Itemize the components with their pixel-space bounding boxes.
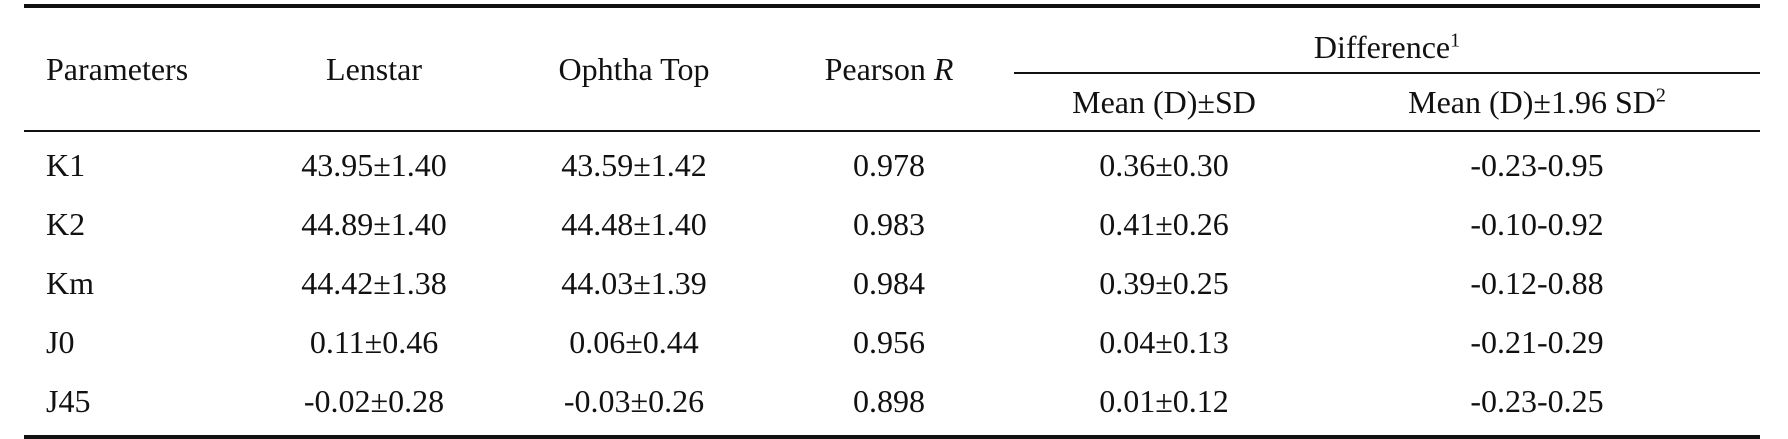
cell-parameter: J45 [24, 372, 244, 439]
cell-ophtha-top: 43.59±1.42 [561, 147, 707, 183]
header-row-top: Parameters Lenstar Ophtha Top Pearson R … [24, 4, 1760, 132]
header-mean-196-footnote: 2 [1655, 83, 1666, 106]
header-difference-footnote: 1 [1450, 29, 1461, 52]
table-row: J45 -0.02±0.28 -0.03±0.26 0.898 0.01±0.1… [24, 372, 1760, 439]
header-difference: Difference1 [1014, 4, 1760, 74]
header-pearson-prefix: Pearson [824, 50, 934, 87]
header-row-sub: Mean (D)±SD Mean (D)±1.96 SD2 [24, 73, 1760, 132]
cell-mean-sd: 0.36±0.30 [1099, 147, 1229, 183]
header-mean-196: Mean (D)±1.96 SD2 [1314, 73, 1760, 132]
header-difference-label: Difference [1313, 29, 1451, 65]
cell-mean-sd: 0.04±0.13 [1099, 324, 1229, 360]
cell-pearson: 0.983 [853, 206, 925, 242]
cell-parameter: K1 [46, 147, 86, 183]
header-pearson-r: R [933, 50, 954, 87]
cell-pearson: 0.978 [853, 147, 925, 183]
table-row: Km 44.42±1.38 44.03±1.39 0.984 0.39±0.25… [24, 254, 1760, 313]
cell-limits-of-agreement: -0.12-0.88 [1470, 265, 1604, 301]
cell-lenstar: -0.02±0.28 [244, 372, 504, 439]
cell-mean-sd: 0.41±0.26 [1099, 206, 1229, 242]
cell-lenstar: 43.95±1.40 [301, 147, 447, 183]
cell-lenstar: 44.89±1.40 [301, 206, 447, 242]
header-parameters: Parameters [24, 4, 244, 132]
cell-ophtha-top: -0.03±0.26 [504, 372, 764, 439]
cell-pearson: 0.984 [853, 265, 925, 301]
cell-ophtha-top: 44.48±1.40 [561, 206, 707, 242]
table-body: K1 43.95±1.40 43.59±1.42 0.978 0.36±0.30… [24, 131, 1760, 439]
header-pearson: Pearson R [764, 4, 1014, 132]
table-row: K2 44.89±1.40 44.48±1.40 0.983 0.41±0.26… [24, 195, 1760, 254]
header-mean-sd: Mean (D)±SD [1014, 73, 1314, 132]
header-lenstar: Lenstar [244, 4, 504, 132]
cell-limits-of-agreement: -0.23-0.25 [1314, 372, 1760, 439]
comparison-table: Parameters Lenstar Ophtha Top Pearson R … [24, 4, 1760, 439]
cell-limits-of-agreement: -0.23-0.95 [1470, 147, 1604, 183]
header-ophtha-top: Ophtha Top [504, 4, 764, 132]
cell-lenstar: 0.11±0.46 [309, 324, 439, 360]
table-row: K1 43.95±1.40 43.59±1.42 0.978 0.36±0.30… [24, 131, 1760, 195]
cell-limits-of-agreement: -0.10-0.92 [1470, 206, 1604, 242]
cell-ophtha-top: 44.03±1.39 [561, 265, 707, 301]
cell-ophtha-top: 0.06±0.44 [569, 324, 699, 360]
cell-parameter: K2 [46, 206, 86, 242]
cell-mean-sd: 0.01±0.12 [1014, 372, 1314, 439]
table-row: J0 0.11±0.46 0.06±0.44 0.956 0.04±0.13 -… [24, 313, 1760, 372]
table-header: Parameters Lenstar Ophtha Top Pearson R … [24, 4, 1760, 132]
cell-pearson: 0.956 [853, 324, 925, 360]
cell-lenstar: 44.42±1.38 [301, 265, 447, 301]
cell-pearson: 0.898 [764, 372, 1014, 439]
cell-mean-sd: 0.39±0.25 [1099, 265, 1229, 301]
header-mean-196-label: Mean (D)±1.96 SD [1408, 83, 1656, 120]
comparison-table-container: Parameters Lenstar Ophtha Top Pearson R … [24, 4, 1760, 439]
cell-parameter: J0 [46, 324, 75, 360]
cell-parameter: Km [46, 265, 94, 301]
cell-limits-of-agreement: -0.21-0.29 [1470, 324, 1604, 360]
